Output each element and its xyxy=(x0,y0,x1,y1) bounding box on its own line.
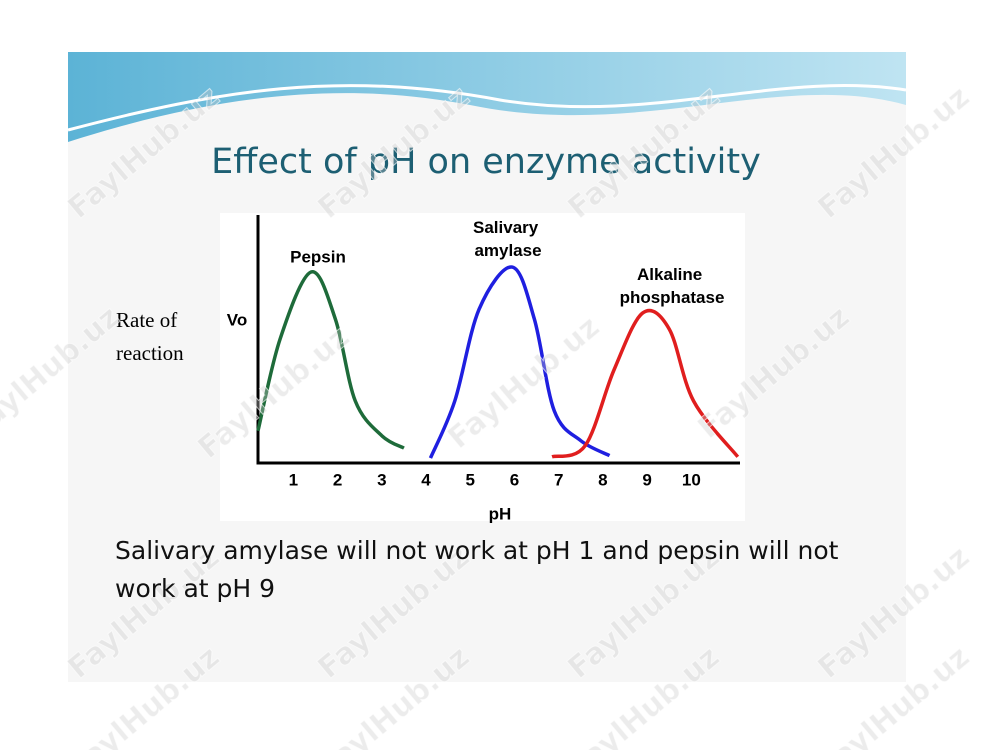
x-tick-label: 1 xyxy=(289,470,298,489)
curve xyxy=(551,308,740,459)
chart-bg xyxy=(220,213,745,521)
slide-title: Effect of pH on enzyme activity xyxy=(211,142,761,182)
series-label: Pepsin xyxy=(290,247,346,266)
wave-line xyxy=(67,84,907,132)
x-tick-label: 4 xyxy=(421,470,431,489)
x-tick-label: 3 xyxy=(377,470,386,489)
side-label: reaction xyxy=(116,341,184,365)
x-tick-label: 5 xyxy=(466,470,475,489)
x-tick-label: 6 xyxy=(510,470,519,489)
x-tick-label: 7 xyxy=(554,470,563,489)
y-axis-label: Vo xyxy=(227,310,247,329)
curve xyxy=(256,270,405,450)
x-tick-label: 10 xyxy=(682,470,701,489)
x-tick-label: 8 xyxy=(598,470,607,489)
x-axis-label: pH xyxy=(489,504,512,523)
series-label: Alkaline phosphatase xyxy=(620,265,725,307)
side-label: Rate of xyxy=(116,308,177,332)
curve xyxy=(428,265,611,459)
x-tick-label: 2 xyxy=(333,470,342,489)
chart: 1 2 3 4 5 6 7 8 9 10 pH Vo Pepsin Salivary amylase Alk… xyxy=(227,215,740,523)
series-label: Salivary amylase xyxy=(473,218,543,260)
caption: Salivary amylase will not work at pH 1 a… xyxy=(115,536,839,603)
x-tick-label: 9 xyxy=(642,470,651,489)
